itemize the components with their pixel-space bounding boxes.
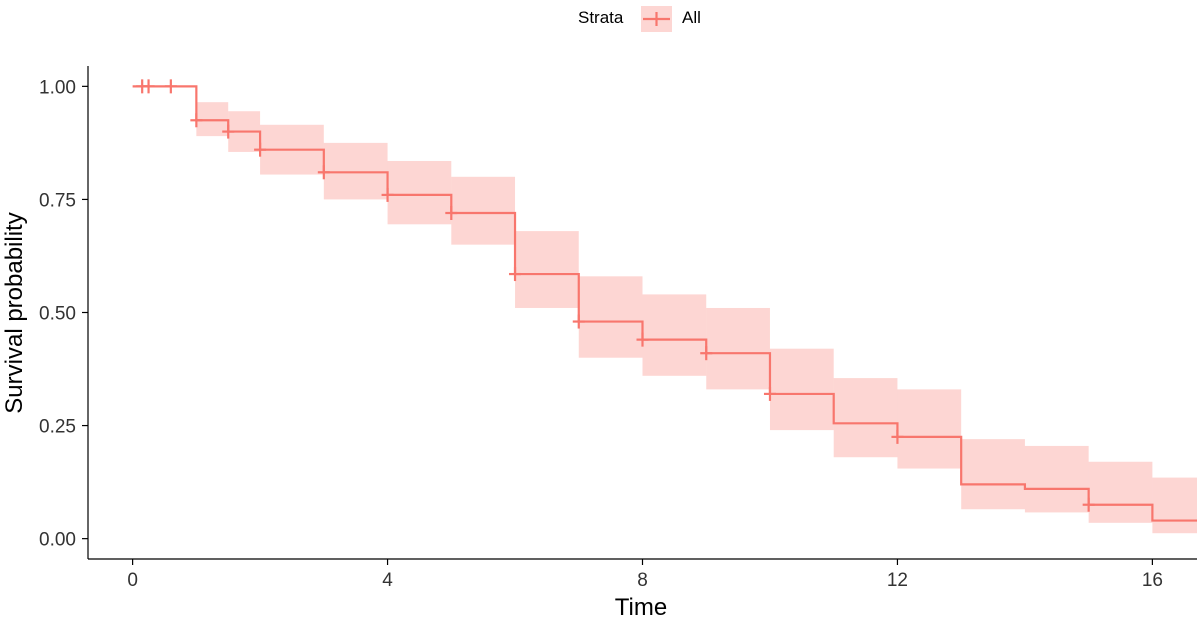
censor-mark: [636, 332, 649, 347]
censor-mark: [190, 113, 203, 128]
confidence-band-segment: [769, 348, 834, 431]
confidence-band-segment: [323, 142, 388, 200]
confidence-band-segment: [961, 439, 1025, 510]
confidence-band-segment: [451, 176, 516, 245]
censor-mark: [222, 124, 235, 139]
censor-marks-layer: [136, 79, 1095, 512]
confidence-band-segment: [578, 276, 643, 358]
x-tick-label: 4: [382, 570, 393, 591]
y-tick-label: 0.00: [39, 530, 76, 551]
confidence-band-segment: [833, 378, 898, 458]
censor-mark: [1082, 497, 1095, 512]
censor-mark: [891, 429, 904, 444]
y-axis-title: Survival probability: [1, 212, 28, 413]
censor-mark: [509, 267, 522, 282]
censor-mark: [164, 79, 177, 94]
censor-mark: [317, 165, 330, 180]
y-tick-label: 0.25: [39, 417, 76, 438]
x-tick-label: 12: [887, 570, 908, 591]
censor-mark: [381, 187, 394, 202]
legend-title: Strata: [578, 8, 624, 27]
confidence-band-segment: [196, 102, 229, 137]
legend-entry-all: All: [682, 8, 701, 27]
confidence-band-segment: [642, 294, 707, 376]
y-tick-label: 0.75: [39, 190, 76, 211]
censor-mark: [700, 346, 713, 361]
x-tick-label: 0: [127, 570, 138, 591]
confidence-band-segment: [1088, 461, 1153, 523]
y-tick-label: 0.50: [39, 304, 76, 325]
confidence-band-segment: [1024, 445, 1089, 513]
censor-mark: [254, 142, 267, 157]
x-tick-label: 8: [637, 570, 648, 591]
confidence-band-layer: [196, 102, 1197, 534]
confidence-band-segment: [515, 231, 579, 308]
confidence-band-segment: [387, 160, 452, 225]
censor-mark: [142, 79, 155, 94]
x-tick-label: 16: [1142, 570, 1163, 591]
confidence-band-segment: [706, 307, 770, 390]
censor-mark: [763, 386, 776, 401]
legend: Strata All: [578, 6, 701, 32]
confidence-band-segment: [1152, 477, 1197, 534]
censor-mark: [572, 314, 585, 329]
y-tick-label: 1.00: [39, 77, 76, 98]
confidence-band-segment: [897, 389, 962, 469]
x-axis-title: Time: [615, 594, 667, 621]
x-axis-ticks: 0 4 8 12 16: [127, 559, 1163, 591]
censor-mark: [445, 205, 458, 220]
y-axis-ticks: 0.00 0.25 0.50 0.75 1.00: [39, 77, 88, 551]
